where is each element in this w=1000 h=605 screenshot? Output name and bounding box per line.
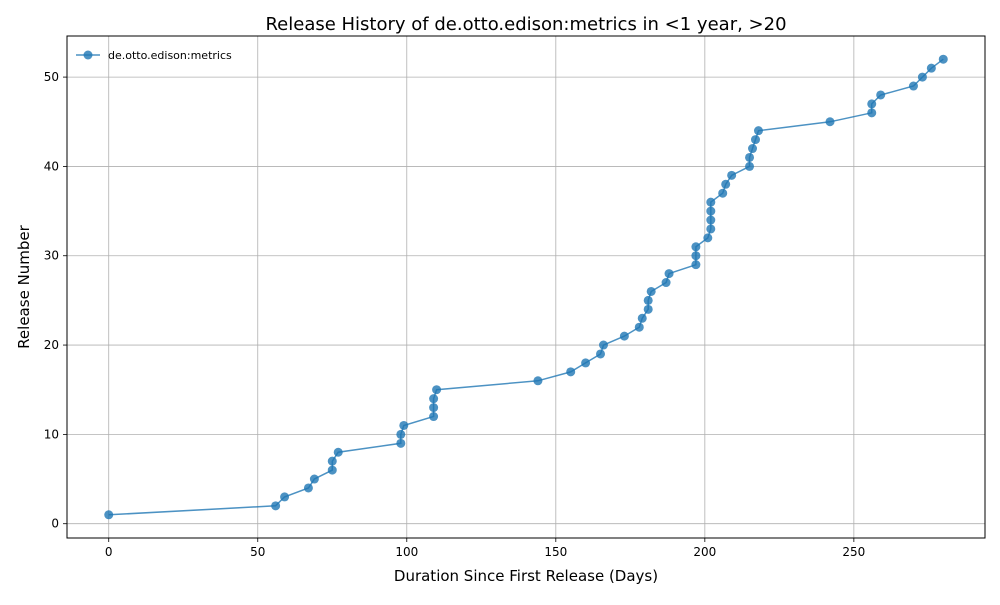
data-point bbox=[581, 358, 591, 368]
data-point bbox=[706, 197, 716, 207]
data-point bbox=[643, 295, 653, 305]
data-point bbox=[396, 429, 406, 439]
data-point bbox=[706, 215, 716, 225]
data-point bbox=[721, 179, 731, 189]
data-point bbox=[396, 438, 406, 448]
y-tick-label: 0 bbox=[51, 517, 59, 531]
data-point bbox=[727, 170, 737, 180]
y-tick-label: 50 bbox=[44, 70, 59, 84]
x-tick-label: 250 bbox=[842, 545, 865, 559]
data-point bbox=[637, 313, 647, 323]
data-point bbox=[429, 412, 439, 422]
data-point bbox=[917, 72, 927, 82]
data-point bbox=[926, 63, 936, 73]
x-tick-label: 200 bbox=[693, 545, 716, 559]
data-point bbox=[634, 322, 644, 332]
data-point bbox=[938, 54, 948, 64]
data-point bbox=[643, 304, 653, 314]
x-axis-label: Duration Since First Release (Days) bbox=[394, 567, 658, 585]
data-point bbox=[619, 331, 629, 341]
data-point bbox=[876, 90, 886, 100]
data-point bbox=[745, 161, 755, 171]
data-point bbox=[718, 188, 728, 198]
legend-marker bbox=[83, 50, 93, 60]
y-axis-label: Release Number bbox=[15, 224, 33, 348]
data-point bbox=[596, 349, 606, 359]
data-point bbox=[309, 474, 319, 484]
data-point bbox=[664, 269, 674, 279]
ticks: 0 50 100 150 200 250 0 10 20 30 40 50 bbox=[44, 70, 866, 559]
legend: de.otto.edison:metrics bbox=[76, 49, 232, 62]
grid bbox=[67, 36, 985, 538]
series-layer bbox=[104, 54, 948, 520]
x-tick-label: 50 bbox=[250, 545, 265, 559]
plot-frame bbox=[66, 35, 986, 539]
data-point bbox=[691, 251, 701, 261]
data-point bbox=[429, 394, 439, 404]
series-line bbox=[108, 58, 944, 516]
data-point bbox=[825, 117, 835, 127]
data-point bbox=[867, 99, 877, 109]
data-point bbox=[399, 420, 409, 430]
y-tick-label: 10 bbox=[44, 427, 59, 441]
data-point bbox=[432, 385, 442, 395]
data-point bbox=[333, 447, 343, 457]
x-tick-label: 150 bbox=[544, 545, 567, 559]
y-tick-label: 30 bbox=[44, 249, 59, 263]
y-tick-label: 20 bbox=[44, 338, 59, 352]
data-point bbox=[533, 376, 543, 386]
y-tick-label: 40 bbox=[44, 159, 59, 173]
data-point bbox=[908, 81, 918, 91]
data-point bbox=[327, 465, 337, 475]
data-point bbox=[661, 278, 671, 288]
data-point bbox=[327, 456, 337, 466]
data-point bbox=[303, 483, 313, 493]
data-point bbox=[646, 286, 656, 296]
data-point bbox=[706, 224, 716, 234]
data-point bbox=[271, 501, 281, 511]
data-point bbox=[280, 492, 290, 502]
data-point bbox=[706, 206, 716, 216]
data-point bbox=[429, 403, 439, 413]
x-tick-label: 100 bbox=[395, 545, 418, 559]
data-point bbox=[751, 135, 760, 145]
data-point bbox=[104, 510, 114, 520]
x-tick-label: 0 bbox=[105, 545, 113, 559]
data-point bbox=[566, 367, 576, 377]
legend-label: de.otto.edison:metrics bbox=[108, 49, 232, 62]
data-point bbox=[753, 126, 763, 136]
data-point bbox=[703, 233, 713, 243]
data-point bbox=[691, 242, 701, 252]
data-point bbox=[598, 340, 608, 350]
data-point bbox=[745, 152, 755, 162]
data-point bbox=[867, 108, 877, 118]
chart-title: Release History of de.otto.edison:metric… bbox=[265, 14, 786, 35]
data-point bbox=[691, 260, 701, 270]
data-point bbox=[748, 144, 758, 154]
